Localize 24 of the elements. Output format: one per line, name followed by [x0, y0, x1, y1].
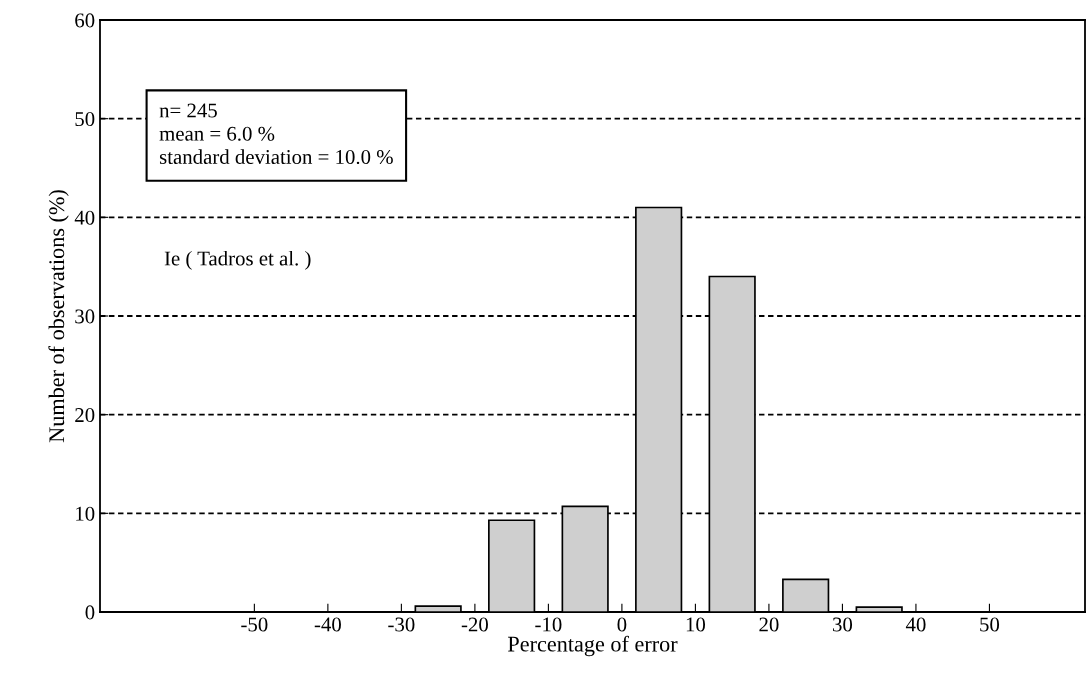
- annotation: Ie ( Tadros et al. ): [164, 250, 311, 270]
- annotation: standard deviation = 10.0 %: [159, 149, 393, 165]
- annotation: mean = 6.0 %: [159, 126, 275, 141]
- y-tick-label: 10: [76, 506, 95, 521]
- y-tick-label: 0: [85, 605, 95, 620]
- x-tick-label: 30: [833, 617, 853, 632]
- x-tick-label: 10: [686, 617, 706, 632]
- y-axis-title: Number of observations (%): [48, 190, 69, 443]
- y-tick-label: 60: [75, 13, 95, 28]
- y-tick-label: 20: [75, 408, 95, 423]
- x-axis-title: Percentage of error: [508, 635, 678, 657]
- annotation: n= 245: [159, 103, 217, 118]
- x-tick-label: -40: [314, 617, 341, 632]
- x-tick-label: -50: [241, 617, 268, 632]
- x-tick-label: 50: [980, 617, 1000, 632]
- y-tick-label: 50: [75, 112, 95, 127]
- x-tick-label: -20: [461, 617, 488, 632]
- x-tick-label: 40: [905, 617, 926, 632]
- x-tick-label: 0: [617, 617, 627, 632]
- x-tick-label: 20: [759, 617, 779, 632]
- x-tick-label: -10: [535, 617, 562, 632]
- x-tick-label: -30: [388, 617, 415, 632]
- y-tick-label: 30: [75, 309, 95, 324]
- y-tick-label: 40: [74, 210, 95, 225]
